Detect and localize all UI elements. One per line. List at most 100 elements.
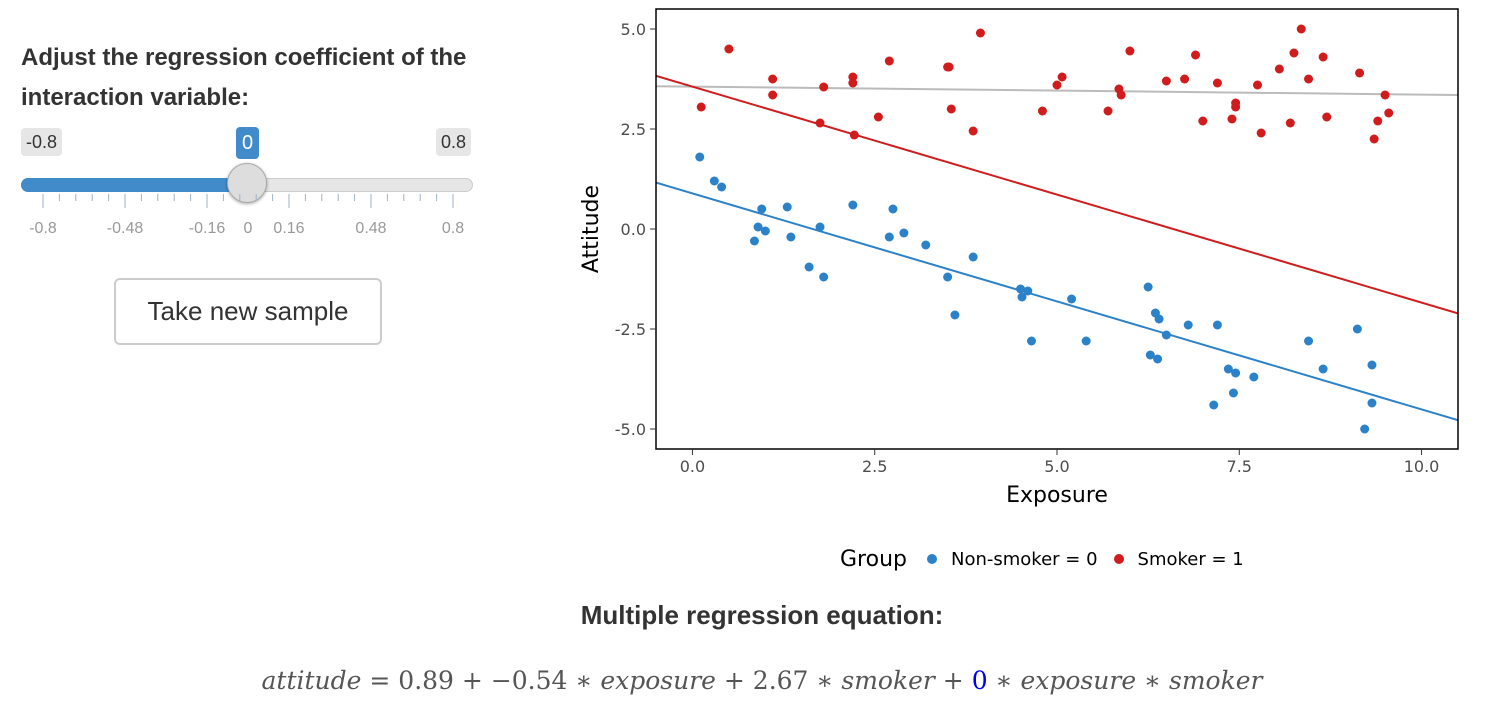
point-non-smoker <box>1352 324 1362 334</box>
scatter-plot: 0.0 2.5 5.0 7.5 10.0 -5.0 -2.5 0.0 2.5 5.0 Exposu… <box>579 8 1459 508</box>
point-non-smoker <box>1154 314 1164 324</box>
point-smoker <box>975 28 985 38</box>
legend-label-smoker: Smoker = 1 <box>1137 548 1244 570</box>
point-non-smoker <box>815 222 825 232</box>
slider-tick-label: 0.16 <box>273 220 305 237</box>
point-smoker <box>1274 64 1284 74</box>
point-non-smoker <box>695 152 705 162</box>
x-tick-label: 2.5 <box>862 457 887 476</box>
point-smoker <box>1318 52 1328 62</box>
point-non-smoker <box>1081 336 1091 346</box>
point-non-smoker <box>1367 398 1377 408</box>
point-non-smoker <box>1153 354 1163 364</box>
point-non-smoker <box>819 272 829 282</box>
point-smoker <box>819 82 829 92</box>
point-smoker <box>1125 46 1135 56</box>
control-panel: Adjust the regression coefficient of the… <box>0 0 500 360</box>
slider-tick-label: 0 <box>243 220 253 237</box>
point-smoker <box>1256 128 1266 138</box>
fit-line-non-smoker <box>656 181 1458 422</box>
point-non-smoker <box>786 232 796 242</box>
y-tick-label: 0.0 <box>621 220 646 239</box>
point-smoker <box>848 78 858 88</box>
point-non-smoker <box>1183 320 1193 330</box>
eq-var-smoker-2: smoker <box>1169 666 1263 695</box>
point-smoker <box>1052 80 1062 90</box>
eq-exposure-coef: −0.54 <box>490 666 568 695</box>
eq-intercept: 0.89 <box>398 666 454 695</box>
x-tick-label: 5.0 <box>1044 457 1069 476</box>
point-smoker <box>696 102 706 112</box>
point-smoker <box>1355 68 1365 78</box>
point-non-smoker <box>888 204 898 214</box>
x-axis-label: Exposure <box>1006 483 1108 508</box>
eq-var-exposure-2: exposure <box>1020 666 1137 695</box>
point-smoker <box>1322 112 1332 122</box>
point-non-smoker <box>1067 294 1077 304</box>
slider-tick-label: 0.48 <box>355 220 387 237</box>
point-smoker <box>1380 90 1390 100</box>
point-smoker <box>724 44 734 54</box>
point-smoker <box>1180 74 1190 84</box>
point-non-smoker <box>1367 360 1377 370</box>
point-non-smoker <box>1016 284 1026 294</box>
y-axis-label: Attitude <box>579 185 604 273</box>
point-non-smoker <box>782 202 792 212</box>
slider-min-label: -0.8 <box>21 128 63 156</box>
point-smoker <box>884 56 894 66</box>
slider-max-label: 0.8 <box>436 128 472 156</box>
point-smoker <box>1161 76 1171 86</box>
point-smoker <box>1285 118 1295 128</box>
legend-key-non-smoker <box>926 554 937 564</box>
point-smoker <box>1253 80 1262 90</box>
point-non-smoker <box>848 200 858 210</box>
fit-line-smoker <box>656 74 1458 315</box>
point-smoker <box>1212 78 1222 88</box>
point-non-smoker <box>1023 286 1033 296</box>
point-non-smoker <box>968 252 978 262</box>
y-tick-label: 2.5 <box>621 120 646 139</box>
point-non-smoker <box>1026 336 1036 346</box>
point-non-smoker <box>1304 336 1314 346</box>
slider-handle[interactable] <box>227 163 267 203</box>
point-smoker <box>1227 114 1237 124</box>
reference-line <box>656 85 1458 96</box>
point-non-smoker <box>1209 400 1219 410</box>
point-smoker <box>1198 116 1208 126</box>
plot-frame <box>655 8 1459 450</box>
point-non-smoker <box>1161 330 1171 340</box>
legend-title: Group <box>840 546 907 572</box>
point-non-smoker <box>804 262 814 272</box>
point-smoker <box>849 130 859 140</box>
x-tick-label: 10.0 <box>1404 457 1440 476</box>
slider-tick-label: 0.8 <box>441 220 465 237</box>
slider-tick-label: -0.16 <box>188 220 226 237</box>
regression-equation: attitude = 0.89 + −0.54 ∗ exposure + 2.6… <box>261 666 1263 695</box>
point-smoker <box>1103 106 1113 116</box>
equation-title: Multiple regression equation: <box>580 600 944 630</box>
point-non-smoker <box>753 222 763 232</box>
point-smoker <box>1289 48 1299 58</box>
plot-legend: Group Non-smoker = 0 Smoker = 1 <box>840 544 1260 574</box>
x-tick-label: 0.0 <box>680 457 705 476</box>
point-smoker <box>1369 134 1379 144</box>
point-non-smoker <box>749 236 759 246</box>
point-non-smoker <box>943 272 953 282</box>
point-smoker <box>1304 74 1314 84</box>
point-non-smoker <box>1318 364 1328 374</box>
point-non-smoker <box>1145 350 1155 360</box>
point-smoker <box>1057 72 1067 82</box>
point-non-smoker <box>757 204 767 214</box>
slider-tick-label: -0.8 <box>29 220 57 237</box>
legend-key-smoker <box>1113 554 1124 564</box>
eq-lhs: attitude <box>261 666 362 695</box>
point-non-smoker <box>760 226 770 236</box>
point-non-smoker <box>921 240 931 250</box>
point-non-smoker <box>884 232 894 242</box>
take-new-sample-button[interactable]: Take new sample <box>114 278 382 345</box>
point-non-smoker <box>1231 368 1241 378</box>
eq-smoker-coef: 2.67 <box>752 666 809 695</box>
point-non-smoker <box>1212 320 1222 330</box>
point-smoker <box>1384 108 1394 118</box>
point-non-smoker <box>1017 292 1027 302</box>
